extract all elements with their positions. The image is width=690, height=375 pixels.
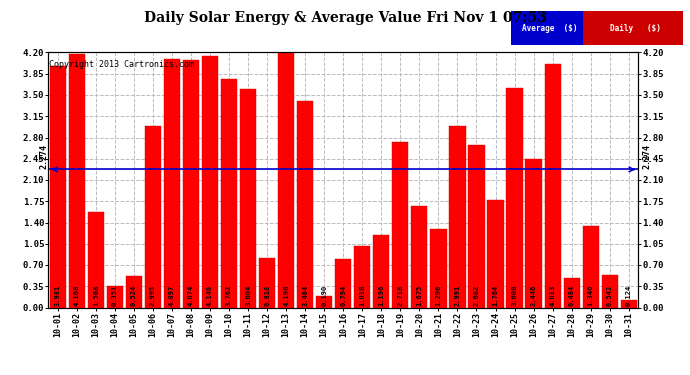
Text: Daily Solar Energy & Average Value Fri Nov 1 07:53: Daily Solar Energy & Average Value Fri N…	[144, 11, 546, 25]
Bar	[316, 296, 333, 307]
Text: 2.991: 2.991	[455, 285, 460, 306]
Bar	[297, 101, 313, 308]
Text: Copyright 2013 Cartronics.com: Copyright 2013 Cartronics.com	[50, 60, 195, 69]
Text: 3.762: 3.762	[226, 285, 232, 306]
Bar	[526, 159, 542, 308]
Text: 0.351: 0.351	[112, 285, 118, 306]
Text: 3.981: 3.981	[55, 285, 61, 306]
Bar	[183, 60, 199, 308]
Bar	[373, 235, 389, 308]
Text: 2.995: 2.995	[150, 285, 156, 306]
Text: Average  ($): Average ($)	[522, 24, 577, 33]
Text: 3.404: 3.404	[302, 285, 308, 306]
Bar	[469, 145, 484, 308]
Text: 1.568: 1.568	[93, 285, 99, 306]
Text: 2.682: 2.682	[473, 285, 480, 306]
Bar	[107, 286, 123, 308]
Bar	[335, 259, 351, 308]
Text: 2.718: 2.718	[397, 285, 404, 306]
FancyBboxPatch shape	[583, 1, 689, 55]
Text: 0.524: 0.524	[131, 285, 137, 306]
Bar	[88, 212, 104, 308]
Bar	[126, 276, 142, 308]
Text: 1.018: 1.018	[359, 285, 365, 306]
Text: 1.196: 1.196	[378, 285, 384, 306]
Bar	[202, 56, 218, 308]
Text: 4.013: 4.013	[550, 285, 555, 306]
Text: 3.604: 3.604	[245, 285, 251, 306]
Text: 0.542: 0.542	[607, 285, 613, 306]
Bar	[431, 229, 446, 308]
Text: 1.296: 1.296	[435, 285, 442, 306]
Text: 4.097: 4.097	[169, 285, 175, 306]
Bar	[620, 300, 637, 307]
Text: 2.274: 2.274	[40, 144, 49, 170]
Text: 4.168: 4.168	[74, 285, 80, 306]
Bar	[564, 278, 580, 308]
Bar	[164, 59, 180, 308]
Text: 1.346: 1.346	[588, 285, 593, 306]
Bar	[487, 200, 504, 308]
Bar	[506, 88, 522, 308]
Text: 0.190: 0.190	[322, 285, 327, 306]
Bar	[145, 126, 161, 308]
Text: Daily   ($): Daily ($)	[610, 24, 661, 33]
Bar	[393, 142, 408, 308]
Bar	[602, 274, 618, 308]
Bar	[278, 53, 294, 308]
Text: 4.074: 4.074	[188, 285, 194, 306]
Bar	[354, 246, 371, 308]
Bar	[544, 64, 561, 308]
Bar	[449, 126, 466, 308]
Bar	[582, 226, 599, 308]
Text: 2.446: 2.446	[531, 285, 537, 306]
Bar	[69, 54, 85, 307]
Text: 4.198: 4.198	[283, 285, 289, 306]
Bar	[240, 88, 256, 308]
Text: 0.484: 0.484	[569, 285, 575, 306]
Bar	[411, 206, 428, 308]
FancyBboxPatch shape	[505, 1, 593, 55]
Text: 3.608: 3.608	[511, 285, 518, 306]
Bar	[221, 79, 237, 308]
Text: 0.818: 0.818	[264, 285, 270, 306]
Text: 2.274: 2.274	[642, 144, 651, 170]
Text: 1.675: 1.675	[416, 285, 422, 306]
Bar	[50, 66, 66, 308]
Bar	[259, 258, 275, 308]
Text: 0.794: 0.794	[340, 285, 346, 306]
Text: 0.124: 0.124	[626, 285, 632, 306]
Text: 1.764: 1.764	[493, 285, 498, 306]
Text: 4.140: 4.140	[207, 285, 213, 306]
